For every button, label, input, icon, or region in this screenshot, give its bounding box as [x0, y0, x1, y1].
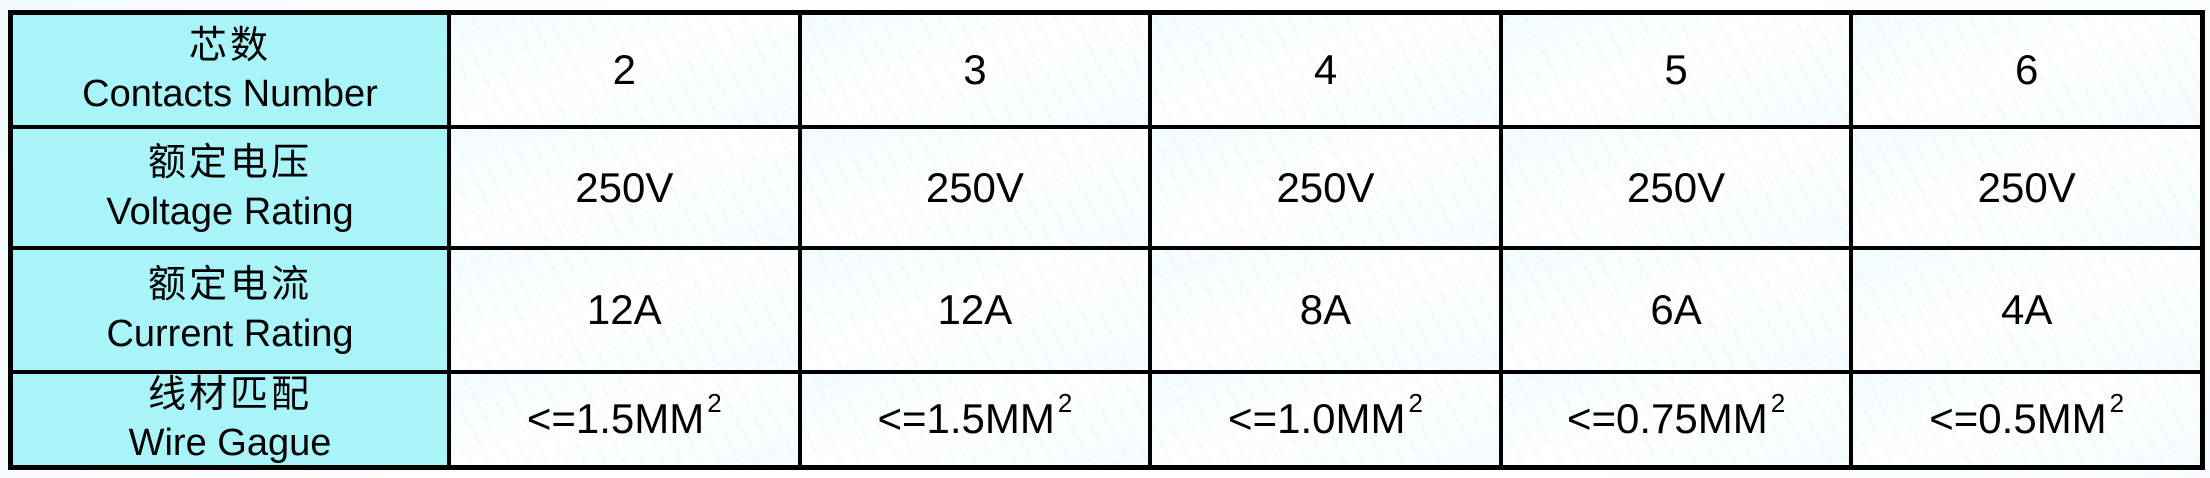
contacts-number-value-5: 6 — [1853, 15, 2200, 126]
wire-gague-value-5: <=0.5MM 2 — [1853, 373, 2200, 465]
row-label-contacts-number-zh: 芯数 — [188, 24, 271, 67]
voltage-rating-value-4: 250V — [1502, 129, 1850, 246]
row-label-voltage-rating-zh: 额定电压 — [147, 141, 312, 184]
wire-gague-value-2: <=1.5MM 2 — [801, 373, 1149, 465]
row-label-current-rating-en: Current Rating — [106, 312, 354, 355]
current-rating-value-4: 6A — [1502, 249, 1850, 370]
current-rating-value-3: 8A — [1152, 249, 1499, 370]
row-label-current-rating-zh: 额定电流 — [147, 263, 312, 306]
current-rating-value-5: 4A — [1853, 249, 2200, 370]
row-label-contacts-number: 芯数 Contacts Number — [13, 15, 447, 126]
voltage-rating-value-2: 250V — [801, 129, 1149, 246]
contacts-number-value-4: 5 — [1502, 15, 1850, 126]
voltage-rating-value-1: 250V — [451, 129, 798, 246]
row-label-wire-gague-zh: 线材匹配 — [147, 373, 312, 416]
current-rating-value-2: 12A — [801, 249, 1149, 370]
contacts-spec-table: 芯数 Contacts Number 2 3 4 5 6 额定电压 Voltag… — [8, 10, 2205, 470]
voltage-rating-value-5: 250V — [1853, 129, 2200, 246]
row-label-voltage-rating-en: Voltage Rating — [106, 190, 354, 233]
row-label-wire-gague-en: Wire Gague — [128, 422, 332, 465]
row-label-current-rating: 额定电流 Current Rating — [13, 249, 447, 370]
contacts-number-value-1: 2 — [451, 15, 798, 126]
wire-gague-value-3: <=1.0MM 2 — [1152, 373, 1499, 465]
current-rating-value-1: 12A — [451, 249, 798, 370]
row-label-voltage-rating: 额定电压 Voltage Rating — [13, 129, 447, 246]
voltage-rating-value-3: 250V — [1152, 129, 1499, 246]
row-label-contacts-number-en: Contacts Number — [82, 73, 378, 116]
wire-gague-value-4: <=0.75MM 2 — [1502, 373, 1850, 465]
contacts-number-value-2: 3 — [801, 15, 1149, 126]
contacts-number-value-3: 4 — [1152, 15, 1499, 126]
row-label-wire-gague: 线材匹配 Wire Gague — [13, 373, 447, 465]
wire-gague-value-1: <=1.5MM 2 — [451, 373, 798, 465]
